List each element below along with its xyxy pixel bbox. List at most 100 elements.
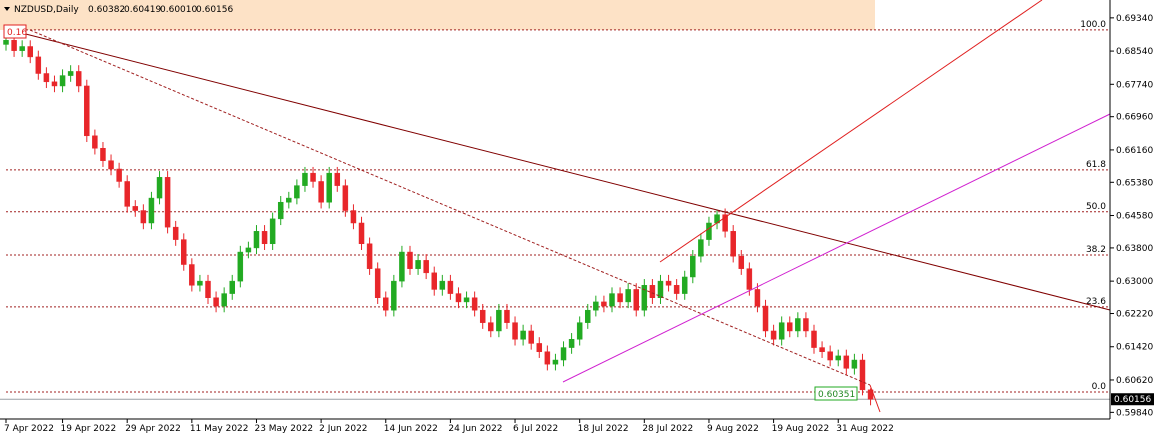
candle-body [657,280,664,298]
channel-line [659,0,1043,263]
x-tick-label: 19 Apr 2022 [61,424,117,434]
annotation: 0.16 [7,28,27,38]
candle-body [164,177,171,228]
candle-body [536,343,543,352]
candle-body [189,264,195,286]
header-open: 0.60382 [88,5,125,15]
candle-body [681,276,688,294]
candle-body [447,280,454,294]
fib-label: 50.0 [1086,202,1106,212]
annotation-box [814,386,858,401]
candle-body [197,280,203,286]
candle-body [504,309,510,323]
candle-body [795,318,801,332]
candle-body [738,255,745,269]
candle-body [253,231,260,249]
y-tick-label: 0.60620 [1116,376,1153,386]
header-symbol: NZDUSD,Daily [14,5,79,15]
candle-body [690,255,696,278]
candle-body [342,185,349,211]
x-tick-label: 29 Apr 2022 [125,424,181,434]
candle-body [859,359,866,391]
candle-body [746,268,753,290]
x-tick-label: 6 Jul 2022 [513,424,558,434]
x-tick-label: 24 Jun 2022 [448,424,502,434]
candle-body [423,260,429,274]
candle-body [415,260,421,269]
candle-body [544,351,551,365]
candle-body [326,172,332,203]
candle-body [84,85,90,137]
candle-body [172,226,179,240]
candle-body [334,172,341,186]
candle-body [237,251,244,282]
candle-body [43,73,50,83]
candle-body [294,185,300,199]
candle-body [92,135,98,149]
candle-body [302,172,308,186]
candle-body [407,251,413,269]
header-low: 0.60010 [160,5,197,15]
y-tick-label: 0.69340 [1116,14,1153,24]
candle-body [568,339,575,348]
candle-body [601,301,607,307]
candle-body [585,309,591,323]
header-high: 0.60419 [124,5,161,15]
fib-label: 23.6 [1086,297,1106,307]
plot: 100.0 61.8 50.0 38.2 23.6 0.0 [0,20,1110,406]
candle-body [229,280,235,294]
annotation-box [3,24,27,39]
candle-body [221,293,227,307]
candle-body [399,251,405,282]
candle-body [124,181,130,207]
candle-body [318,181,324,203]
x-tick-label: 7 Apr 2022 [4,424,54,434]
x-tick-label: 11 May 2022 [190,424,249,434]
candle-body [617,293,623,303]
x-tick-label: 23 May 2022 [254,424,313,434]
candle-body [391,280,397,311]
candle-body [100,147,106,161]
candle-body [59,75,66,87]
y-tick-label: 0.62220 [1116,310,1153,320]
candle-body [633,289,639,311]
y-tick-label: 0.65380 [1116,178,1153,188]
candle-body [649,285,656,298]
candle-body [75,71,82,87]
fib-base-line [869,384,881,413]
header-close: 0.60156 [196,5,233,15]
candle-body [625,289,631,303]
y-tick-label: 0.63000 [1116,277,1153,287]
candle-body [181,239,187,265]
candle-body [496,309,502,332]
candle-body [245,247,252,253]
collapse-icon[interactable] [4,7,10,11]
candle-body [787,322,793,332]
candle-body [528,330,534,344]
candle-body [778,322,785,340]
candle-body [730,231,736,257]
candle-body [698,239,704,257]
candle-body [366,243,373,269]
y-tick-label: 0.59840 [1116,408,1153,418]
candle-body [843,355,850,369]
fib-label: 0.0 [1092,382,1107,392]
candle-body [116,168,122,182]
fib-label: 61.8 [1086,160,1106,170]
candle-body [479,309,486,323]
candle-body [706,222,712,240]
candle-body [213,297,219,307]
candle-body [277,201,284,220]
candle-body [286,197,292,203]
candle-body [520,330,526,340]
candle-body [641,285,648,311]
header-bar [0,0,875,30]
annotation: 0.60351 [818,390,855,400]
candle-body [140,210,147,224]
y-tick-label: 0.67740 [1116,80,1153,90]
candle-body [19,46,25,51]
candle-body [512,322,518,340]
fib-label: 38.2 [1086,245,1106,255]
x-tick-label: 14 Jun 2022 [384,424,438,434]
